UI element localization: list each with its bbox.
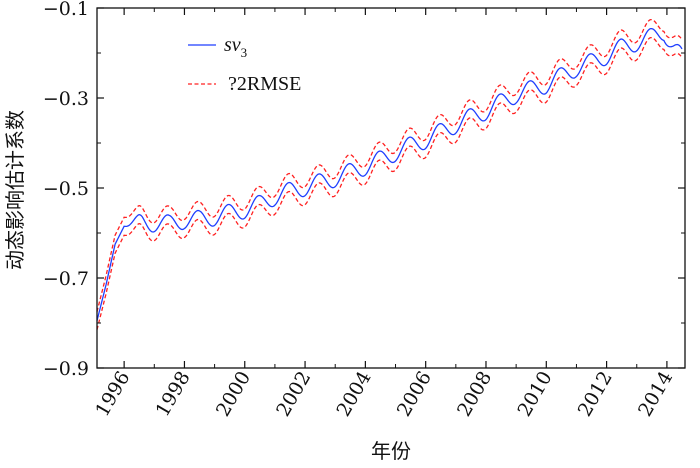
y-axis-title: 动态影响估计系数 [3,110,27,270]
y-tick-label: −0.5 [43,178,89,200]
axis-ticks [97,7,685,369]
series-line-upper-2rmse [96,18,683,312]
y-tick-label: −0.3 [43,88,89,110]
y-tick-label: −0.7 [43,268,89,290]
legend-rmse-label: ?2RMSE [228,73,301,95]
series-line-sv3 [96,27,683,321]
legend: sv3 ?2RMSE [188,34,301,95]
legend-sv3-subscript: 3 [241,45,248,60]
plot-lines [96,18,683,330]
legend-sv3-label: sv3 [224,34,247,60]
y-tick-label: −0.1 [43,0,89,20]
y-tick-labels: −0.9 −0.7 −0.5 −0.3 −0.1 [43,0,89,380]
legend-sv3-base: sv [224,34,241,56]
x-axis-title: 年份 [371,439,411,463]
series-line-lower-2rmse [96,36,683,330]
y-tick-label: −0.9 [43,358,89,380]
